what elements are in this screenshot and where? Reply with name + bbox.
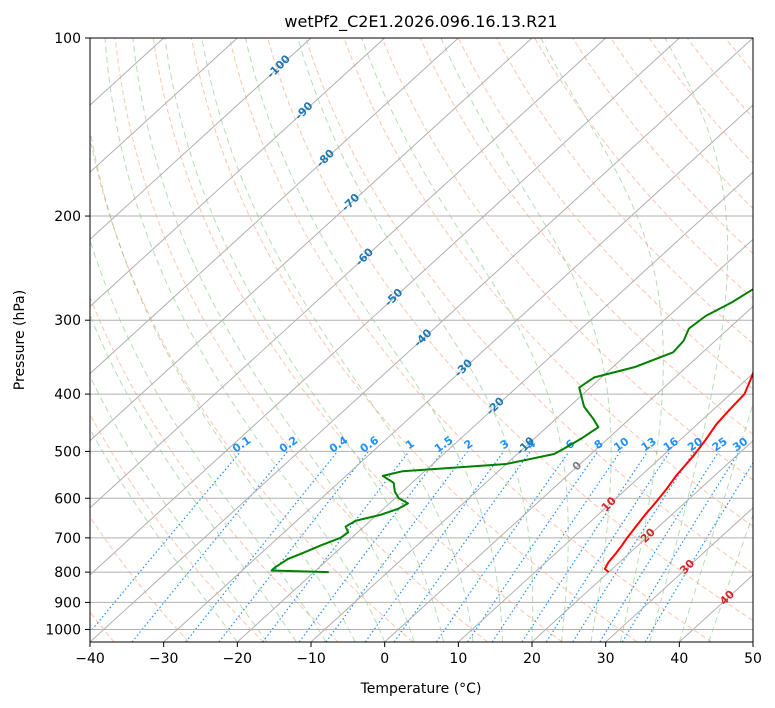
y-tick-label: 500 (54, 444, 81, 460)
mixing-ratio-label: 36 (751, 435, 771, 455)
isotherm-line (236, 171, 753, 642)
mixing-ratio-lines (90, 451, 753, 642)
x-axis-title: Temperature (°C) (360, 681, 482, 697)
dry-adiabat-line (534, 38, 753, 300)
mixing-ratio-line (364, 451, 505, 642)
mixing-ratio-line (521, 451, 649, 642)
dry-adiabat-line (229, 38, 713, 642)
mixing-ratio-line (262, 451, 410, 642)
mixing-ratio-line (491, 451, 621, 642)
dewpoint-profile-line (270, 288, 753, 574)
mixing-ratio-line (621, 451, 740, 642)
isotherm-line (310, 238, 753, 642)
y-tick-label: 800 (54, 565, 81, 581)
x-tick-label: 40 (670, 651, 688, 667)
moist-adiabat-line (164, 38, 445, 642)
dry-adiabat-line (90, 413, 264, 642)
moist-adiabat-line (297, 38, 534, 642)
y-axis-ticks: 100 200 300 400 500 600 700 800 900 1000 (45, 31, 90, 638)
isotherm-line (90, 38, 238, 173)
moist-adiabat-line (90, 428, 238, 642)
y-tick-label: 400 (54, 387, 81, 403)
y-tick-label: 900 (54, 595, 81, 611)
moist-adiabat-line (708, 513, 753, 642)
y-tick-label: 600 (54, 491, 81, 507)
dry-adiabat-line (457, 38, 753, 390)
moist-adiabat-line (90, 313, 297, 642)
moist-adiabat-line (201, 38, 474, 642)
moist-adiabat-line (361, 38, 569, 642)
y-tick-label: 300 (54, 313, 81, 329)
mixing-ratio-line (545, 451, 671, 642)
mixing-ratio-line (435, 451, 570, 642)
moist-adiabat-line (678, 401, 753, 642)
dry-adiabat-line (190, 38, 638, 642)
x-tick-label: −10 (296, 651, 326, 667)
isotherm-line (163, 104, 753, 642)
moist-adiabat-line (90, 126, 356, 642)
dry-adiabat-line (152, 38, 563, 642)
x-tick-label: 10 (449, 651, 467, 667)
y-tick-label: 700 (54, 531, 81, 547)
y-tick-label: 200 (54, 209, 81, 225)
dry-adiabat-line (114, 38, 488, 642)
plot-frame (89, 37, 754, 643)
isotherm-line (90, 38, 607, 509)
x-tick-label: −40 (75, 651, 105, 667)
moist-adiabat-line (649, 38, 729, 642)
y-tick-label: 100 (54, 31, 81, 47)
moist-adiabat-line (440, 38, 612, 642)
moist-adiabat-line (90, 238, 327, 642)
mixing-ratio-line (325, 451, 469, 642)
y-axis-title: Pressure (hPa) (12, 290, 28, 390)
dry-adiabat-line (343, 38, 753, 527)
x-tick-label: −20 (223, 651, 253, 667)
isotherm-line (531, 439, 753, 642)
skewed-isotherm-lines (90, 38, 753, 642)
x-axis-ticks: −40 −30 −20 −10 0 10 20 30 40 50 (75, 642, 762, 667)
mixing-ratio-line (90, 451, 242, 634)
profile-series (270, 288, 753, 574)
dry-adiabat-line (305, 38, 753, 574)
dry-adiabat-line (381, 38, 753, 481)
moist-adiabat-line (104, 38, 386, 642)
temperature-profile-line (603, 370, 753, 573)
x-tick-label: −30 (149, 651, 179, 667)
mixing-ratio-line (298, 451, 444, 642)
mixing-ratio-line (467, 451, 599, 642)
x-tick-label: 20 (523, 651, 541, 667)
moist-adiabat-line (90, 375, 268, 642)
x-tick-label: 50 (744, 651, 762, 667)
moist-adiabat-line (245, 38, 504, 642)
isotherm-line (605, 507, 753, 642)
isotherm-line (90, 38, 680, 576)
isotherm-line (384, 305, 753, 642)
x-tick-label: 0 (380, 651, 389, 667)
mixing-ratio-line (599, 451, 720, 642)
x-tick-label: 30 (597, 651, 615, 667)
isotherm-line (90, 38, 386, 308)
pressure-gridlines (90, 38, 753, 630)
isotherm-line (457, 372, 753, 642)
isotherm-line (90, 38, 312, 241)
isotherm-line (90, 38, 459, 375)
y-tick-label: 1000 (45, 622, 81, 638)
dry-adiabat-line (495, 38, 753, 345)
mixing-ratio-line (185, 451, 339, 642)
chart-title: wetPf2_C2E1.2026.096.16.13.R21 (284, 12, 557, 32)
isotherm-line (90, 38, 533, 442)
dry-adiabat-line (267, 38, 753, 622)
dry-adiabat-line (419, 38, 753, 435)
isotherm-line (90, 38, 753, 642)
moist-adiabat-line (540, 38, 664, 642)
mixing-ratio-line (131, 451, 289, 642)
